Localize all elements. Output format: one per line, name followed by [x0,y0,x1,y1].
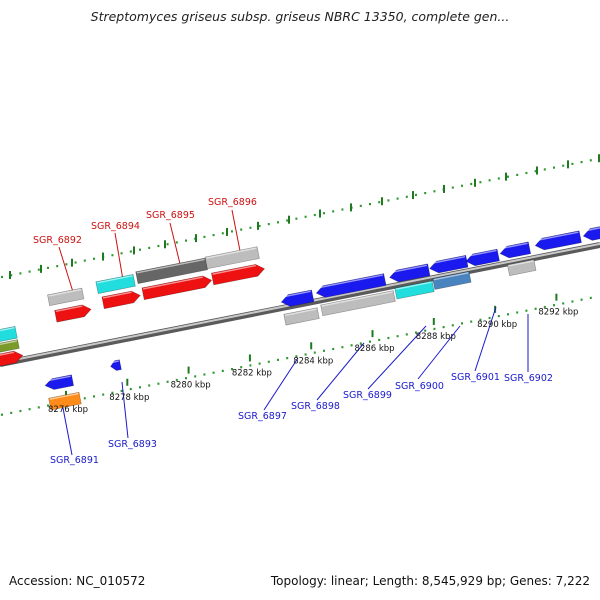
leader-line [316,342,365,401]
scale-tick-label: 8276 kbp [48,405,88,415]
gene-feature-highlight [136,258,205,274]
topology-text: Topology: linear; Length: 8,545,929 bp; … [270,574,590,588]
gene-feature-highlight [535,231,579,242]
gene-label[interactable]: SGR_6899 [343,390,392,401]
scale-tick-label: 8280 kbp [171,381,211,391]
leader-line [114,232,124,281]
gene-label[interactable]: SGR_6900 [395,381,444,392]
gene-feature-highlight [583,227,600,232]
gene-feature-highlight [508,260,534,267]
gene-feature[interactable] [507,259,537,277]
leader-line [474,306,497,372]
gene-label[interactable]: SGR_6891 [50,455,99,466]
leader-line [121,381,129,439]
accession-text: Accession: NC_010572 [9,574,146,588]
gene-feature[interactable] [95,274,136,294]
gene-feature[interactable] [389,263,431,283]
gene-feature-highlight [102,291,132,299]
gene-feature[interactable] [432,271,472,290]
genes-layer [0,222,600,411]
gene-feature[interactable] [499,241,532,259]
scale-tick-label: 8286 kbp [355,344,395,354]
upper-scale-track [1,159,592,279]
gene-label[interactable]: SGR_6901 [451,372,500,383]
gene-feature-highlight [499,242,528,250]
map-title: Streptomyces griseus subsp. griseus NBRC… [90,9,510,24]
gene-feature[interactable] [315,273,387,298]
gene-feature-highlight [465,249,497,258]
gene-feature[interactable] [465,248,500,267]
gene-feature-highlight [0,327,15,332]
leader-line [417,325,461,380]
labels-layer: 8276 kbp 8278 kbp 8280 kbp 8282 kbp 8284 kbp… [33,197,578,466]
gene-label[interactable]: SGR_6897 [238,411,287,422]
scale-tick-label: 8282 kbp [232,368,272,378]
gene-feature[interactable] [204,246,260,270]
leader-lines-layer [58,209,529,456]
gene-feature-highlight [0,351,15,356]
gene-label[interactable]: SGR_6898 [291,401,340,412]
gene-feature-highlight [284,308,317,317]
gene-label[interactable]: SGR_6902 [504,373,553,384]
gene-feature-highlight [96,275,133,284]
gene-feature[interactable] [135,257,208,284]
gene-feature-highlight [0,340,17,346]
gene-feature-highlight [389,264,428,274]
scale-tick-label: 8278 kbp [109,393,149,403]
leader-line [367,325,427,390]
gene-feature-highlight [316,274,384,289]
gene-feature[interactable] [394,280,435,300]
gene-feature-highlight [48,288,82,297]
gene-feature[interactable] [44,374,74,390]
gene-feature[interactable] [534,230,582,251]
scale-tick-label: 8290 kbp [477,320,517,330]
leader-line [58,246,74,293]
gene-label[interactable]: SGR_6894 [91,221,140,232]
gene-feature-highlight [429,255,466,265]
gene-feature-highlight [142,276,204,290]
scale-tick-label: 8284 kbp [293,356,333,366]
gene-label[interactable]: SGR_6895 [146,210,195,221]
gene-feature-highlight [433,272,469,281]
gene-feature[interactable] [141,275,213,301]
scale-tick-label: 8288 kbp [416,332,456,342]
leader-line [231,209,242,257]
gene-feature[interactable] [0,350,24,370]
gene-feature-highlight [212,264,256,275]
upper-scale-major-ticks [9,154,600,280]
gene-feature[interactable] [211,264,265,286]
gene-feature[interactable] [582,222,600,241]
gene-feature[interactable] [110,359,122,371]
gene-feature[interactable] [283,307,320,326]
gene-feature-highlight [395,281,432,290]
gene-feature[interactable] [320,290,396,317]
scale-tick-label: 8292 kbp [538,308,578,318]
gene-feature[interactable] [280,289,315,307]
gene-feature-highlight [110,360,119,364]
gene-label[interactable]: SGR_6892 [33,235,82,246]
leader-line [169,222,182,269]
gene-labels: SGR_6891 SGR_6892 SGR_6893 SGR_6894 SGR_6895… [33,197,553,466]
scale-ticks-layer [1,154,600,416]
gene-feature-highlight [321,291,393,307]
gene-feature[interactable] [429,254,469,274]
gene-feature-highlight [55,305,83,313]
leader-line [62,407,73,456]
gene-feature-highlight [206,247,257,259]
scale-labels: 8276 kbp 8278 kbp 8280 kbp 8282 kbp 8284 kbp… [48,308,578,415]
leader-line [263,357,299,411]
gene-feature-highlight [281,290,311,298]
gene-label[interactable]: SGR_6896 [208,197,257,208]
gene-feature[interactable] [47,287,85,307]
gene-label[interactable]: SGR_6893 [108,439,157,450]
gene-feature-highlight [45,375,71,382]
gene-feature-highlight [49,392,79,400]
gene-feature[interactable] [48,391,82,411]
